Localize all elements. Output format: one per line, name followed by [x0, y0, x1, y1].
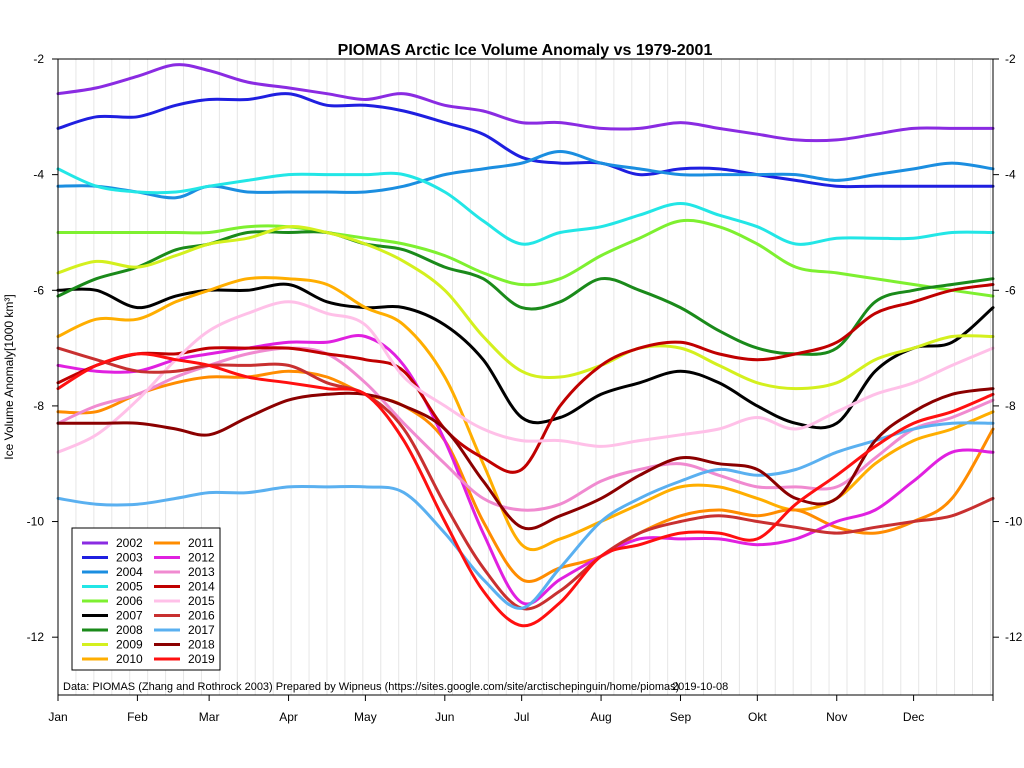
series-line-2006 [56, 218, 995, 298]
legend-label: 2019 [188, 652, 215, 666]
data-date: 2019-10-08 [672, 681, 728, 693]
legend-label: 2005 [116, 580, 143, 594]
legend-item-2011: 2011 [154, 536, 214, 550]
series-line-2018 [56, 387, 995, 531]
series-line-2012 [56, 334, 995, 606]
data-source-caption: Data: PIOMAS (Zhang and Rothrock 2003) P… [63, 681, 679, 693]
x-tick-label: Aug [590, 710, 611, 724]
series-line-2009 [56, 225, 995, 391]
x-tick-label: Sep [670, 710, 692, 724]
y-tick-label: -6 [33, 283, 44, 297]
legend-item-2012: 2012 [154, 551, 215, 565]
series-layer [56, 63, 995, 628]
y-tick-label: -12 [27, 630, 45, 644]
y-tick-label: -2 [33, 52, 44, 66]
x-tick-label: Jan [48, 710, 67, 724]
legend-label: 2012 [188, 551, 215, 565]
legend-label: 2010 [116, 652, 143, 666]
plot-frame [57, 58, 994, 696]
legend-item-2015: 2015 [154, 594, 215, 608]
legend-label: 2007 [116, 609, 143, 623]
series-line-2003 [56, 92, 995, 189]
legend-box [71, 527, 221, 671]
series-line-2019 [56, 352, 995, 628]
x-tick-label: Apr [279, 710, 298, 724]
chart-title: PIOMAS Arctic Ice Volume Anomaly vs 1979… [338, 42, 713, 59]
legend-item-2010: 2010 [82, 652, 143, 666]
y-axis-label: Ice Volume Anomaly[1000 km³] [2, 294, 16, 459]
series-line-2014 [56, 283, 995, 474]
x-tick-label: Mar [199, 710, 220, 724]
legend-label: 2008 [116, 623, 143, 637]
series-line-2002 [56, 63, 995, 143]
legend-item-2009: 2009 [82, 638, 143, 652]
legend-label: 2003 [116, 551, 143, 565]
legend-label: 2016 [188, 609, 215, 623]
legend-label: 2017 [188, 623, 215, 637]
legend-label: 2018 [188, 638, 215, 652]
series-line-2011 [56, 369, 995, 583]
legend-item-2007: 2007 [82, 609, 143, 623]
legend-item-2002: 2002 [82, 536, 143, 550]
x-tick-label: Jun [435, 710, 454, 724]
x-tick-label: Okt [748, 710, 767, 724]
legend-item-2006: 2006 [82, 594, 143, 608]
legend-label: 2013 [188, 565, 215, 579]
x-tick-label: Jul [514, 710, 529, 724]
series-line-2017 [56, 421, 995, 610]
y-tick-label: -10 [27, 515, 45, 529]
legend-label: 2006 [116, 594, 143, 608]
y-tick-label: -4 [33, 168, 44, 182]
x-tick-label: Nov [826, 710, 847, 724]
legend-item-2003: 2003 [82, 551, 143, 565]
legend-item-2008: 2008 [82, 623, 143, 637]
y-tick-label-right: -10 [1005, 515, 1023, 529]
legend-item-2004: 2004 [82, 565, 143, 579]
legend-item-2018: 2018 [154, 638, 215, 652]
legend-label: 2009 [116, 638, 143, 652]
legend-item-2013: 2013 [154, 565, 215, 579]
legend-label: 2015 [188, 594, 215, 608]
series-line-2005 [56, 167, 995, 246]
y-tick-label-right: -6 [1005, 283, 1016, 297]
legend-label: 2011 [188, 536, 214, 550]
y-tick-label-right: -8 [1005, 399, 1016, 413]
y-tick-label-right: -12 [1005, 630, 1023, 644]
legend-item-2017: 2017 [154, 623, 215, 637]
y-tick-label-right: -4 [1005, 168, 1016, 182]
legend-item-2016: 2016 [154, 609, 215, 623]
series-line-2015 [56, 300, 995, 454]
y-tick-label-right: -2 [1005, 52, 1016, 66]
legend-item-2019: 2019 [154, 652, 215, 666]
legend-label: 2014 [188, 580, 215, 594]
legend-label: 2004 [116, 565, 143, 579]
y-tick-label: -8 [33, 399, 44, 413]
legend-label: 2002 [116, 536, 143, 550]
x-tick-label: Feb [127, 710, 148, 724]
x-tick-label: May [354, 710, 377, 724]
legend-item-2005: 2005 [82, 580, 143, 594]
axes: -2 -2 -4 -4 -6 -6 -8 -8 -10 -10 -12 -12 Jan Feb Mar Apr… [27, 52, 1023, 724]
x-tick-label: Dec [903, 710, 924, 724]
legend-item-2014: 2014 [154, 580, 215, 594]
